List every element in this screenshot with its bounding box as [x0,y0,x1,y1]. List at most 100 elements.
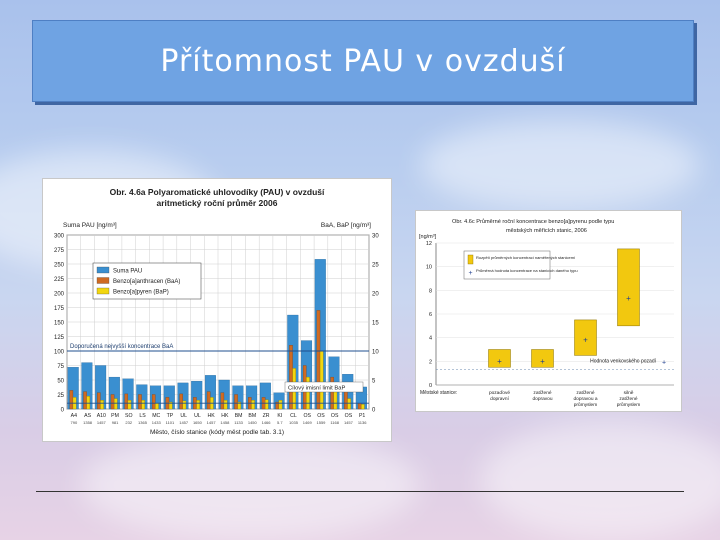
x-tick-label: A4 [71,413,77,419]
x-category-label: pozaďové dopravní [489,390,510,402]
x-tick-label: BM [248,413,256,419]
x-tick-label: HK [221,413,229,419]
y-tick-label: 0 [429,383,432,389]
bar-baa [151,394,156,410]
station-code-label: 5.7 [277,420,283,425]
y-tick-left: 50 [57,379,64,385]
bar-bap [306,376,310,410]
y-tick-left: 300 [54,234,65,240]
bar-bap [223,400,228,410]
bar-bap [319,350,324,410]
legend-swatch [96,287,110,295]
x-tick-label: UL [180,413,187,419]
x-tick-label: MC [152,413,160,419]
bar-baa [69,390,74,410]
y-tick-left: 125 [54,335,65,341]
x-tick-label: SO [125,413,133,419]
station-code-label: 790 [71,420,78,425]
y-tick-label: 12 [426,241,432,247]
station-code-label: 981 [112,420,119,425]
legend-swatch-range [467,254,474,265]
bar-baa [179,393,183,410]
bar-bap [86,396,91,410]
y-axis-right-label: BaA, BaP [ng/m³] [321,222,371,229]
x-tick-label: PM [111,413,119,419]
mean-point: + [497,357,502,366]
bar-bap [251,400,255,410]
bar-bap [196,400,200,410]
range-band [488,349,511,368]
bar-bap [100,400,104,410]
legend-box [92,262,202,300]
chart-bap-svg: Obr. 4.6c Průměrné roční koncentrace ben… [419,218,674,408]
chart-subtitle: aritmetický roční průměr 2006 [157,198,278,208]
mean-point: + [583,336,588,345]
range-band [531,349,554,368]
bar-baa [316,310,321,410]
station-code-label: 1035 [289,420,299,425]
station-code-label: 1559 [317,420,327,425]
y-tick-right: 25 [372,263,379,269]
station-code-label: 232 [125,420,132,425]
background-marker: + [662,360,666,367]
legend-label: Benzo[a]anthracen (BaA) [113,279,180,285]
mean-point: + [540,357,545,366]
y-tick-right: 30 [372,234,379,240]
y-tick-right: 15 [372,321,379,327]
bar-baa [289,345,293,410]
bar-bap [141,400,145,410]
station-code-label: 1457 [207,420,217,425]
station-code-label: 1450 [248,420,258,425]
station-code-label: 1101 [166,420,175,425]
y-tick-right: 10 [372,350,379,356]
bar-baa [138,394,142,410]
x-tick-label: OS [345,413,353,419]
y-tick-left: 75 [57,364,64,370]
y-tick-left: 0 [61,408,65,414]
x-tick-label: LS [139,413,146,419]
station-code-label: 1133 [234,420,243,425]
y-tick-left: 175 [54,306,65,312]
station-code-label: 1650 [193,420,203,425]
bar-bap [113,398,118,410]
legend-label: Benzo[a]pyren (BaP) [113,290,169,296]
y-tick-left: 225 [54,277,65,283]
legend-swatch [96,266,110,274]
station-code-label: 1433 [152,420,162,425]
mean-point: + [626,294,631,303]
station-code-label: 1358 [83,420,93,425]
bar-baa [357,403,362,410]
x-tick-label: ZR [263,413,270,419]
chart-pau-svg: Obr. 4.6a Polyaromatické uhlovodíky (PAU… [54,187,379,436]
station-code-label: 1457 [179,420,189,425]
annotation-recommended-baa: Doporučená nejvyšší koncentrace BaA [70,344,173,350]
x-tick-label: HK [208,413,216,419]
bar-baa [206,391,211,410]
station-code-label: 1365 [138,420,148,425]
y-tick-left: 250 [54,263,65,269]
x-category-label: zatížené dopravou a průmyslem [573,390,597,408]
bar-baa [234,394,238,410]
bar-bap [361,404,365,410]
chart-subtitle: městských měřicích stanic, 2006 [506,228,587,234]
slide-title: Přítomnost PAU v ovzduší [160,43,566,79]
y-tick-label: 4 [429,336,432,342]
x-axis-label: Město, číslo stanice (kódy měst podle ta… [150,429,284,436]
y-tick-left: 100 [54,350,65,356]
legend-label: Suma PAU [113,269,142,275]
chart-bap-by-station-type: Obr. 4.6c Průměrné roční koncentrace ben… [415,210,682,412]
station-code-label: 1458 [220,420,230,425]
legend-label-range: Rozpětí průměrných koncentrací naměřenýc… [476,255,575,260]
y-tick-right: 5 [372,379,376,385]
station-code-label: 1466 [262,420,272,425]
legend-box [463,250,551,280]
station-code-label: 1136 [358,420,367,425]
x-tick-label: OS [317,413,325,419]
background-label: Hodnota venkovského pozadí [590,359,656,365]
bar-baa [110,394,115,410]
station-code-label: 1168 [330,420,339,425]
bar-bap [278,400,283,410]
y-tick-label: 2 [429,359,432,365]
y-tick-left: 275 [54,248,65,254]
title-banner: Přítomnost PAU v ovzduší [32,20,694,102]
